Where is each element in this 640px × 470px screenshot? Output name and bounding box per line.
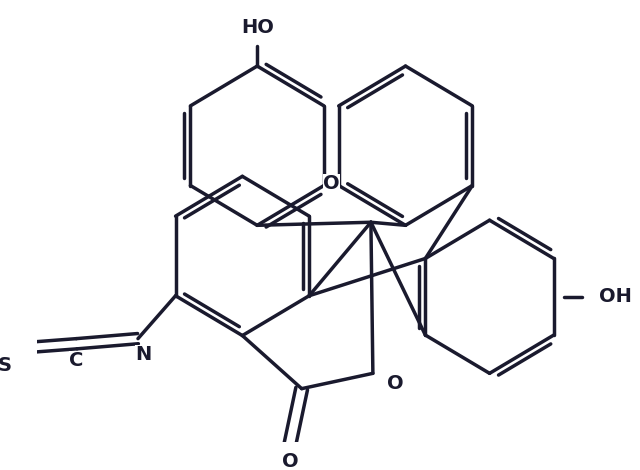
Text: OH: OH: [599, 287, 632, 306]
Text: O: O: [387, 374, 403, 393]
Text: N: N: [135, 345, 151, 364]
Text: O: O: [323, 174, 340, 193]
Text: S: S: [0, 356, 12, 375]
Text: HO: HO: [241, 18, 274, 37]
Text: C: C: [70, 351, 84, 369]
Text: O: O: [282, 452, 298, 470]
